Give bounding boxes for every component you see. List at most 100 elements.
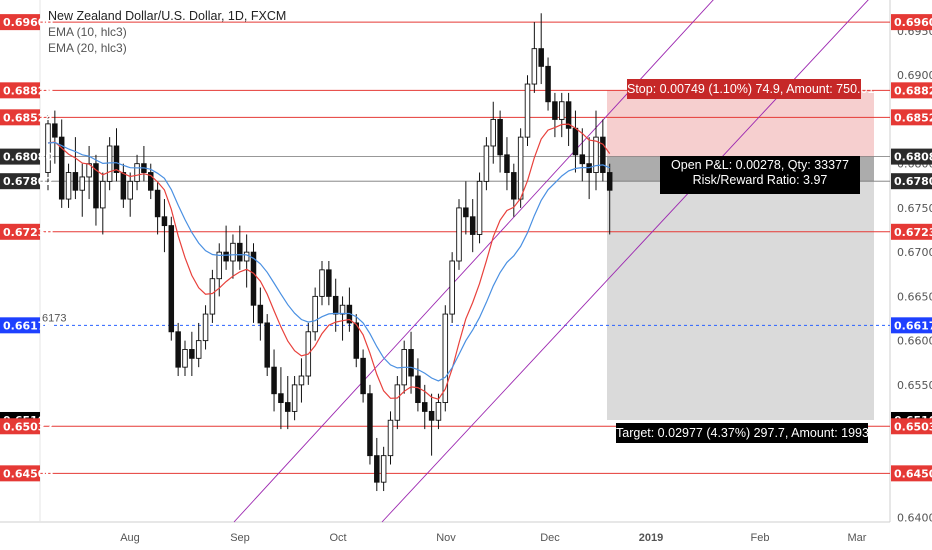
left-level-tag-text: 0.67230 — [3, 226, 53, 239]
left-level-tag — [0, 14, 40, 31]
candle-body — [113, 145, 120, 173]
left-level-tag-text: 0.69600 — [3, 16, 53, 29]
right-level-tag — [891, 223, 932, 240]
candle-body — [422, 402, 428, 412]
candle-body — [291, 384, 298, 412]
right-level-tag — [891, 109, 932, 126]
candle-body — [72, 172, 79, 191]
candle-body — [428, 410, 435, 421]
candle-body — [559, 101, 565, 120]
candle-body — [326, 269, 332, 297]
candle-body — [435, 402, 442, 421]
x-tick-label: Dec — [540, 532, 560, 544]
right-level-tag-text: 0.67802 — [894, 175, 932, 188]
left-level-tag-text: 0.68080 — [3, 151, 53, 164]
candle-body — [579, 154, 586, 165]
candle-body — [456, 207, 462, 262]
candle-body — [45, 123, 51, 173]
candle-body — [538, 48, 544, 67]
x-tick-label: Oct — [329, 532, 346, 544]
candle-body — [339, 304, 346, 315]
right-level-tag — [891, 148, 932, 165]
right-level-tag-text: 0.69600 — [894, 16, 932, 29]
candle-body — [100, 180, 106, 209]
right-level-tag-text: 0.68829 — [894, 84, 932, 97]
candle-body — [161, 216, 168, 227]
pl-info-line1: Open P&L: 0.00278, Qty: 33377 — [671, 158, 849, 172]
candle-body — [79, 176, 85, 191]
left-level-tag — [0, 148, 40, 165]
pl-info-line2: Risk/Reward Ratio: 3.97 — [692, 173, 828, 187]
candle-body — [65, 172, 72, 200]
left-level-tag — [0, 82, 40, 99]
x-tick-label: Feb — [751, 532, 770, 544]
legend-title: New Zealand Dollar/U.S. Dollar, 1D, FXCM — [48, 9, 287, 23]
candle-body — [380, 455, 387, 483]
candle-body — [360, 357, 366, 395]
left-level-tag — [0, 109, 40, 126]
candle-body — [463, 207, 469, 218]
candle-body — [545, 65, 551, 103]
candle-body — [182, 349, 188, 368]
candle-body — [552, 101, 558, 120]
candle-body — [387, 419, 394, 457]
target-info-text: Target: 0.02977 (4.37%) 297.7, Amount: 1… — [616, 426, 887, 440]
candle-body — [168, 225, 175, 333]
right-level-tag-text: 0.68080 — [894, 151, 932, 164]
stop-info-text: Stop: 0.00749 (1.10%) 74.9, Amount: 750.… — [627, 82, 875, 96]
y-tick-label: 0.64000 — [897, 512, 932, 525]
y-tick-label: 0.66500 — [897, 290, 932, 303]
left-level-tag — [0, 223, 40, 240]
candle-body — [216, 251, 222, 280]
right-level-tag — [891, 14, 932, 31]
left-level-tag-text: 0.67802 — [3, 175, 53, 188]
candle-body — [394, 384, 401, 421]
left-level-tag — [0, 418, 40, 435]
right-level-tag — [891, 418, 932, 435]
target-info-box: Target: 0.02977 (4.37%) 297.7, Amount: 1… — [616, 423, 886, 443]
x-tick-label: Aug — [120, 532, 140, 544]
right-level-tag — [891, 465, 932, 482]
candle-body — [243, 251, 250, 262]
candle-body — [312, 295, 318, 333]
candle-body — [353, 322, 360, 359]
candle-body — [134, 163, 140, 182]
candle-body — [264, 322, 270, 368]
candle-body — [278, 393, 284, 404]
left-level-tag — [0, 173, 40, 190]
right-level-tag-text: 0.65032 — [894, 420, 932, 433]
candle-body — [195, 340, 202, 359]
candle-body — [374, 455, 380, 483]
right-level-tag-text: 0.64500 — [894, 467, 932, 480]
candle-body — [127, 180, 133, 200]
candle-body — [497, 118, 503, 156]
candle-body — [606, 172, 613, 191]
candle-body — [271, 366, 277, 395]
candle-body — [483, 145, 490, 182]
x-tick-label: Nov — [436, 532, 456, 544]
candle-body — [517, 136, 524, 200]
y-tick-label: 0.67500 — [897, 202, 932, 215]
left-level-tag — [0, 465, 40, 482]
x-tick-label: Mar — [848, 532, 867, 544]
chart-legend: New Zealand Dollar/U.S. Dollar, 1D, FXCM… — [48, 8, 286, 56]
candle-body — [106, 145, 113, 182]
y-tick-label: 0.66000 — [897, 335, 932, 348]
left-level-tag-text: 0.68524 — [3, 111, 53, 124]
candle-body — [476, 180, 483, 235]
candle-body — [524, 83, 531, 138]
candle-body — [147, 172, 154, 191]
legend-ema20: EMA (20, hlc3) — [48, 41, 127, 55]
candle-body — [120, 172, 127, 200]
candle-body — [257, 304, 264, 324]
legend-ema10: EMA (10, hlc3) — [48, 25, 127, 39]
candle-body — [202, 313, 209, 342]
left-level-tag-text: 0.66173 — [3, 319, 53, 332]
left-level-tag-text: 0.68829 — [3, 84, 53, 97]
candle-body — [285, 402, 291, 412]
x-tick-label: Sep — [230, 532, 250, 544]
candle-body — [209, 278, 216, 315]
y-tick-label: 0.65500 — [897, 379, 932, 392]
right-level-tag — [891, 173, 932, 190]
x-tick-label: 2019 — [639, 532, 663, 544]
